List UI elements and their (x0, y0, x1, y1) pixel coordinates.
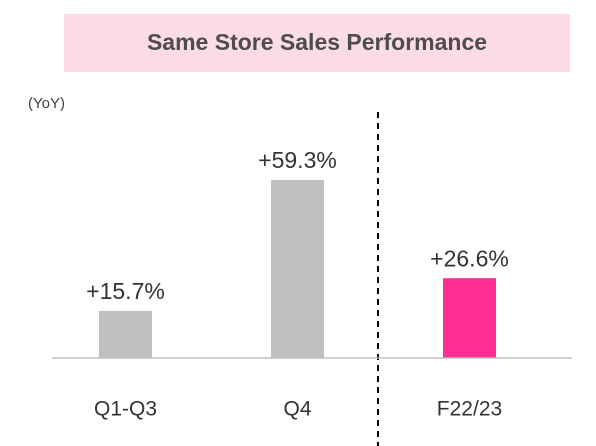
bar (271, 180, 324, 358)
value-label: +26.6% (430, 245, 509, 271)
plot-area: +15.7% Q1-Q3 +59.3% Q4 +26.6% F22/23 (86, 147, 509, 420)
value-label: +59.3% (258, 147, 337, 173)
x-tick-label: Q1-Q3 (94, 398, 157, 421)
unit-label: (YoY) (28, 95, 65, 112)
bar (99, 310, 152, 358)
x-tick-label: F22/23 (437, 398, 502, 421)
bar (443, 278, 496, 358)
title-banner (64, 14, 570, 72)
chart-title: Same Store Sales Performance (147, 29, 487, 55)
x-tick-label: Q4 (283, 398, 311, 421)
value-label: +15.7% (86, 278, 165, 304)
